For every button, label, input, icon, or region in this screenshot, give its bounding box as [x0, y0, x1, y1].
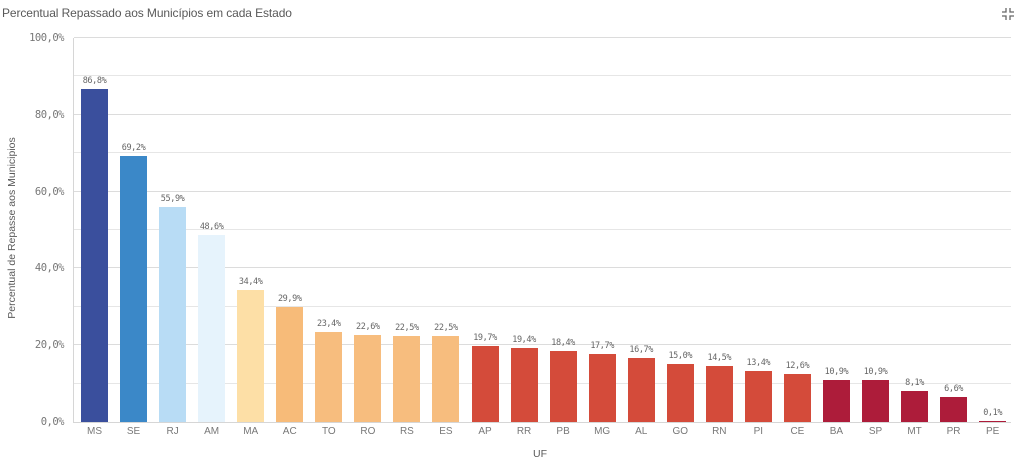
x-tick-label: RJ: [166, 426, 179, 437]
bar-value-label: 22,6%: [356, 322, 380, 333]
bar-value-label: 15,0%: [668, 351, 693, 362]
x-tick-label: AL: [635, 426, 648, 437]
bar-sp[interactable]: [862, 380, 889, 422]
bar-value-label: 19,7%: [473, 333, 497, 344]
bar-value-label: 23,4%: [317, 319, 341, 330]
x-tick-label: BA: [829, 426, 844, 437]
bar-value-label: 8,1%: [905, 377, 924, 388]
bar-value-label: 14,5%: [707, 353, 732, 364]
x-tick-label: PB: [556, 426, 570, 437]
bar-go[interactable]: [666, 364, 694, 422]
bar-rj[interactable]: [159, 207, 187, 422]
gridline: [74, 229, 1011, 230]
bar-rr[interactable]: [510, 347, 538, 422]
x-tick-label: CE: [790, 426, 805, 437]
x-tick-label: MS: [87, 426, 102, 437]
bar-value-label: 19,4%: [512, 334, 536, 345]
x-tick-label: PI: [753, 426, 764, 437]
gridline: [74, 344, 1011, 346]
bar-value-label: 13,4%: [746, 357, 771, 368]
x-tick-label: PR: [946, 426, 961, 437]
bar-ro[interactable]: [354, 335, 382, 422]
gridline: [74, 75, 1011, 77]
bar-mt[interactable]: [901, 390, 929, 422]
bar-ma[interactable]: [237, 289, 265, 422]
bar-rs[interactable]: [393, 335, 421, 422]
bar-es[interactable]: [432, 335, 460, 422]
x-tick-label: RO: [360, 426, 376, 437]
bar-al[interactable]: [627, 357, 655, 422]
plot-area: 86,8% 69,2% 55,9% 48,6% 34,4% 29,9% 23,4% 22,6%…: [73, 37, 1011, 423]
x-tick-label: RR: [516, 426, 532, 437]
gridline: [74, 267, 1011, 269]
bar-ce[interactable]: [783, 373, 811, 422]
bar-value-label: 17,7%: [590, 341, 614, 352]
bar-value-label: 69,2%: [121, 143, 146, 154]
x-tick-label: RS: [399, 426, 414, 437]
bar-pi[interactable]: [744, 370, 772, 422]
y-tick-label: 0,0%: [40, 416, 65, 428]
bar-ap[interactable]: [471, 346, 499, 422]
y-axis-label: Percentual de Repasse aos Municipios: [6, 137, 18, 319]
x-tick-label: AC: [282, 426, 297, 437]
x-tick-label: GO: [672, 426, 689, 437]
x-axis-label: UF: [533, 448, 547, 460]
x-tick-label: AP: [478, 426, 492, 437]
bar-value-label: 0,1%: [983, 408, 1003, 418]
bar-to[interactable]: [315, 332, 343, 422]
x-tick-label: MG: [594, 426, 611, 437]
bar-value-label: 34,4%: [238, 276, 263, 287]
bar-value-label: 10,9%: [863, 367, 888, 378]
bar-pr[interactable]: [940, 396, 968, 422]
y-tick-label: 100,0%: [29, 32, 64, 44]
bar-rn[interactable]: [705, 366, 733, 422]
gridline: [74, 113, 1011, 115]
bar-ms[interactable]: [81, 88, 108, 422]
bar-se[interactable]: [120, 156, 148, 422]
gridline: [74, 190, 1011, 192]
x-tick-label: MA: [243, 426, 259, 437]
gridline: [74, 37, 1011, 38]
gridline: [74, 382, 1011, 384]
bar-value-label: 22,5%: [395, 322, 419, 333]
bar-value-label: 55,9%: [160, 194, 185, 205]
x-tick-label: ES: [439, 426, 453, 437]
x-tick-label: SE: [126, 426, 141, 437]
x-tick-label: MT: [907, 426, 922, 437]
gridline: [74, 305, 1011, 307]
y-tick-label: 60,0%: [34, 185, 65, 198]
bar-am[interactable]: [198, 235, 226, 422]
bar-value-label: 12,6%: [785, 360, 810, 371]
bar-pe[interactable]: [979, 421, 1007, 422]
gridline: [74, 152, 1011, 154]
x-tick-label: AM: [204, 426, 220, 437]
bar-value-label: 22,5%: [434, 322, 458, 333]
bar-value-label: 6,6%: [944, 383, 964, 394]
x-tick-label: SP: [868, 426, 883, 437]
bar-mg[interactable]: [588, 354, 616, 422]
y-tick-label: 20,0%: [34, 339, 65, 352]
x-tick-label: PE: [985, 426, 1000, 437]
bar-value-label: 18,4%: [551, 338, 575, 349]
bar-pb[interactable]: [549, 351, 577, 422]
chart-title: Percentual Repassado aos Municípios em c…: [2, 6, 292, 20]
bar-value-label: 16,7%: [629, 344, 653, 355]
x-tick-label: TO: [321, 426, 336, 437]
bar-ba[interactable]: [822, 380, 850, 422]
bar-value-label: 29,9%: [277, 294, 302, 305]
bar-value-label: 10,9%: [824, 367, 849, 378]
bar-ac[interactable]: [276, 307, 304, 422]
y-tick-label: 40,0%: [34, 262, 65, 275]
y-tick-label: 80,0%: [34, 108, 65, 121]
bar-value-label: 48,6%: [199, 222, 224, 233]
x-tick-label: RN: [712, 426, 727, 437]
bar-value-label: 86,8%: [82, 75, 107, 86]
minimize-icon[interactable]: [1002, 8, 1014, 20]
